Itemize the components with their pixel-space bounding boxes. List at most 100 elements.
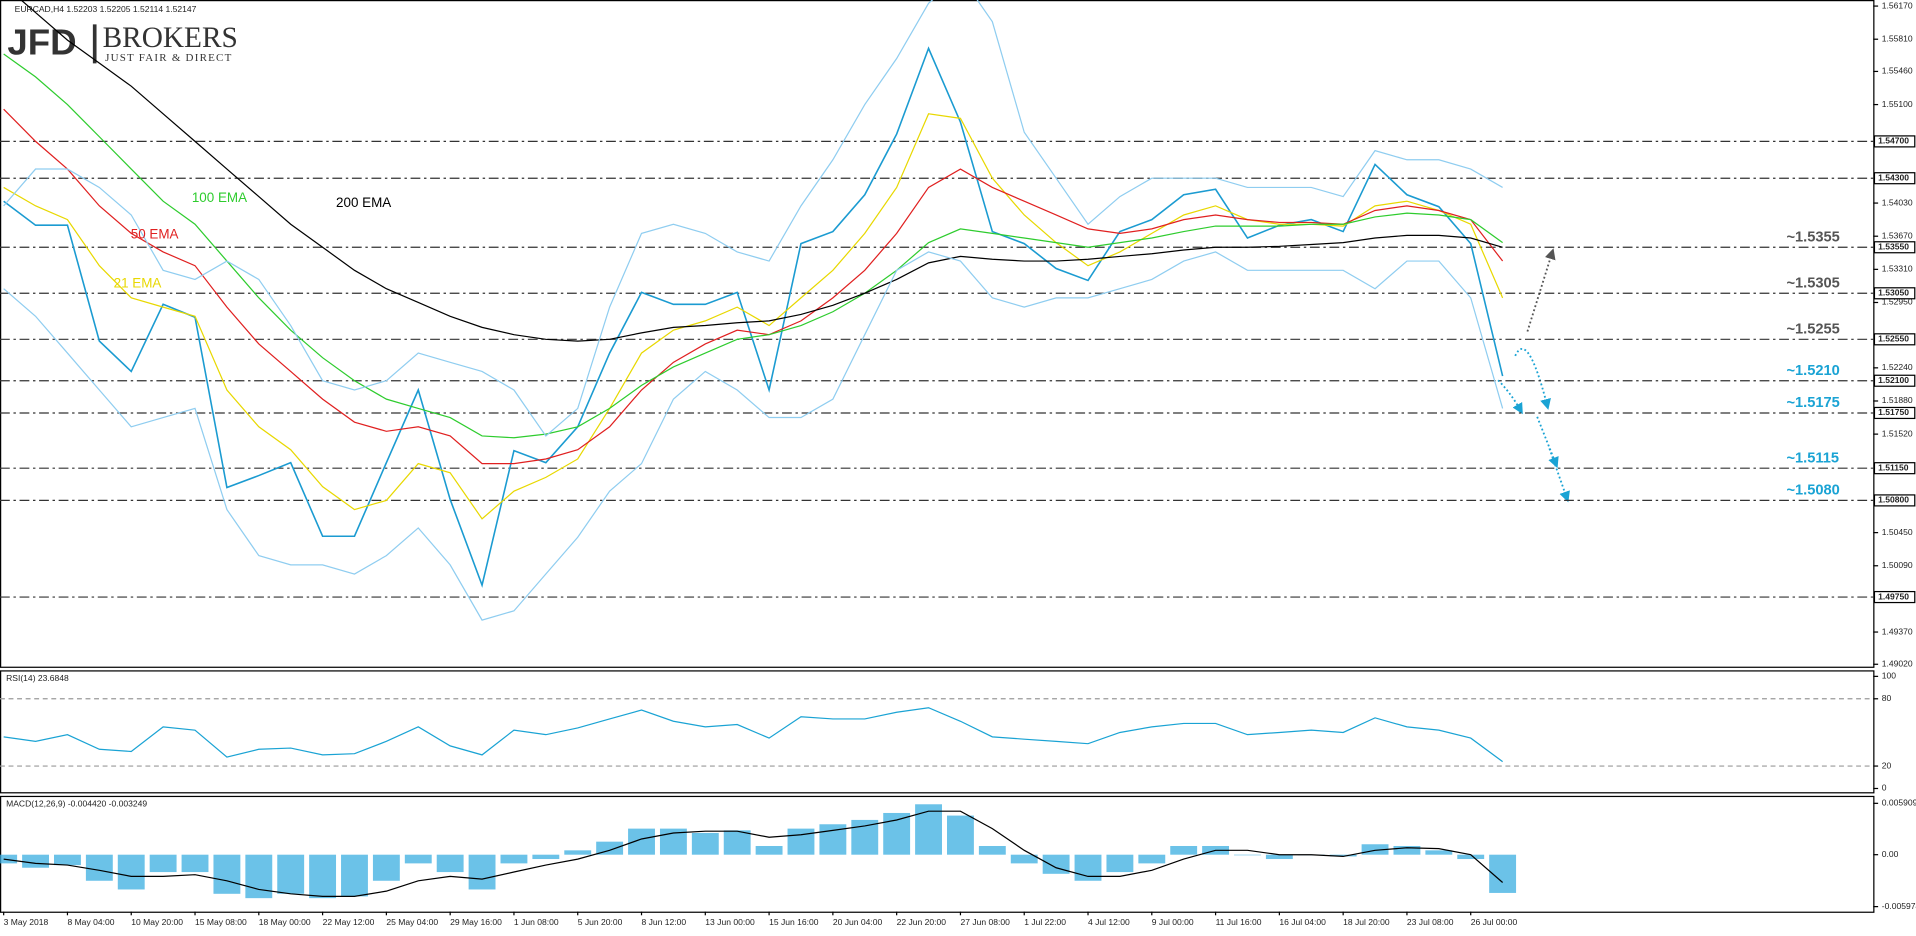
x-tick-label: 23 Jul 08:00 <box>1407 917 1454 927</box>
arrow <box>1497 379 1523 415</box>
arrow <box>1514 348 1551 410</box>
macd-bar <box>691 832 719 855</box>
series-line <box>3 251 1504 621</box>
x-tick-label: 20 Jun 04:00 <box>833 917 883 927</box>
y-tick-label: 20 <box>1882 760 1892 770</box>
level-label: 1.49750 <box>1878 591 1909 601</box>
x-tick-label: 27 Jun 08:00 <box>960 917 1010 927</box>
logo-mark: JFD <box>7 22 76 63</box>
macd-bar <box>500 854 528 864</box>
macd-bar <box>1425 850 1453 855</box>
x-tick-label: 8 Jun 12:00 <box>642 917 687 927</box>
y-tick-label: 1.51520 <box>1882 428 1913 438</box>
y-tick-label: 1.55460 <box>1882 66 1913 76</box>
x-tick-label: 8 May 04:00 <box>67 917 114 927</box>
y-tick-label: 80 <box>1882 693 1892 703</box>
macd-bar <box>723 830 751 855</box>
macd-bar <box>532 854 560 860</box>
level-label: 1.51750 <box>1878 407 1909 417</box>
macd-bar <box>883 812 911 855</box>
macd-bar <box>1106 854 1134 873</box>
y-tick-label: 1.54030 <box>1882 197 1913 207</box>
macd-bar <box>1361 844 1389 855</box>
x-tick-label: 15 May 08:00 <box>195 917 247 927</box>
level-label: 1.54300 <box>1878 172 1909 182</box>
series-label: 100 EMA <box>192 190 247 205</box>
macd-bar <box>341 854 368 897</box>
macd-bar <box>436 854 464 873</box>
y-tick-label: 1.52240 <box>1882 362 1913 372</box>
level-box <box>1873 590 1916 604</box>
signal-line <box>3 810 1504 897</box>
macd-bar <box>1170 845 1198 855</box>
macd-bar <box>213 854 241 894</box>
macd-bar <box>117 854 145 890</box>
x-tick-label: 26 Jul 00:00 <box>1471 917 1518 927</box>
x-tick-label: 9 Jul 00:00 <box>1152 917 1194 927</box>
x-tick-label: 1 Jun 08:00 <box>514 917 559 927</box>
level-label: 1.52550 <box>1878 334 1909 344</box>
level-box <box>1873 494 1916 507</box>
macd-bar <box>54 854 81 866</box>
level-annotation: ~1.5355 <box>1786 229 1839 245</box>
macd-bar <box>564 850 592 855</box>
level-annotation: ~1.5305 <box>1786 275 1839 291</box>
macd-bar <box>978 845 1006 855</box>
level-box <box>1873 374 1916 387</box>
macd-bar <box>1265 854 1293 860</box>
y-tick-label: 1.53670 <box>1882 230 1913 240</box>
y-tick-label: 1.49370 <box>1882 626 1913 636</box>
x-tick-label: 16 Jul 04:00 <box>1279 917 1326 927</box>
series-line <box>3 108 1504 465</box>
series-label: 200 EMA <box>336 195 391 210</box>
macd-bar <box>277 854 305 894</box>
macd-bar <box>404 854 432 864</box>
level-annotation: ~1.5175 <box>1786 395 1839 411</box>
series-label: 21 EMA <box>114 276 162 291</box>
y-tick-label: 1.50450 <box>1882 527 1913 537</box>
level-label: 1.50800 <box>1878 495 1909 505</box>
macd-bar <box>468 854 496 890</box>
macd-bar <box>1457 854 1485 860</box>
y-tick-label: 1.55810 <box>1882 33 1913 43</box>
macd-bar <box>0 854 18 864</box>
arrow <box>1548 448 1570 503</box>
macd-bar <box>309 854 337 899</box>
level-box <box>1873 406 1916 420</box>
macd-bar <box>245 854 273 899</box>
x-tick-label: 3 May 2018 <box>4 917 49 927</box>
level-label: 1.53050 <box>1878 288 1909 298</box>
y-tick-label: 1.52950 <box>1882 297 1913 307</box>
x-tick-label: 22 Jun 20:00 <box>897 917 947 927</box>
logo-divider <box>92 24 97 64</box>
macd-bar <box>851 819 879 855</box>
level-annotation: ~1.5255 <box>1786 321 1839 337</box>
x-tick-label: 11 Jul 16:00 <box>1216 917 1262 927</box>
y-tick-label: 1.51880 <box>1882 395 1913 405</box>
x-tick-label: 18 May 00:00 <box>259 917 311 927</box>
x-tick-label: 4 Jul 12:00 <box>1088 917 1130 927</box>
y-tick-label: 1.53310 <box>1882 264 1913 274</box>
x-tick-label: 13 Jun 00:00 <box>705 917 755 927</box>
level-box <box>1873 135 1916 148</box>
arrow <box>1536 416 1559 469</box>
symbol-info: EURCAD,H4 1.52203 1.52205 1.52114 1.5214… <box>15 4 197 14</box>
level-annotation: ~1.5210 <box>1786 363 1839 379</box>
panel-title: RSI(14) 23.6848 <box>6 673 69 683</box>
y-tick-label: 1.49020 <box>1882 659 1913 669</box>
level-label: 1.54700 <box>1878 136 1909 146</box>
logo-tagline: JUST FAIR & DIRECT <box>105 52 232 64</box>
macd-bar <box>1489 854 1517 893</box>
macd-bar <box>181 854 209 873</box>
y-tick-label: -0.005974 <box>1882 901 1916 911</box>
series-line <box>3 53 1503 439</box>
macd-bar <box>1010 854 1038 864</box>
level-box <box>1873 462 1916 475</box>
rsi-panel <box>0 670 1875 794</box>
level-annotation: ~1.5115 <box>1786 450 1839 466</box>
logo-name: BROKERS <box>103 22 238 54</box>
macd-bar <box>628 828 655 855</box>
level-box <box>1873 287 1916 300</box>
